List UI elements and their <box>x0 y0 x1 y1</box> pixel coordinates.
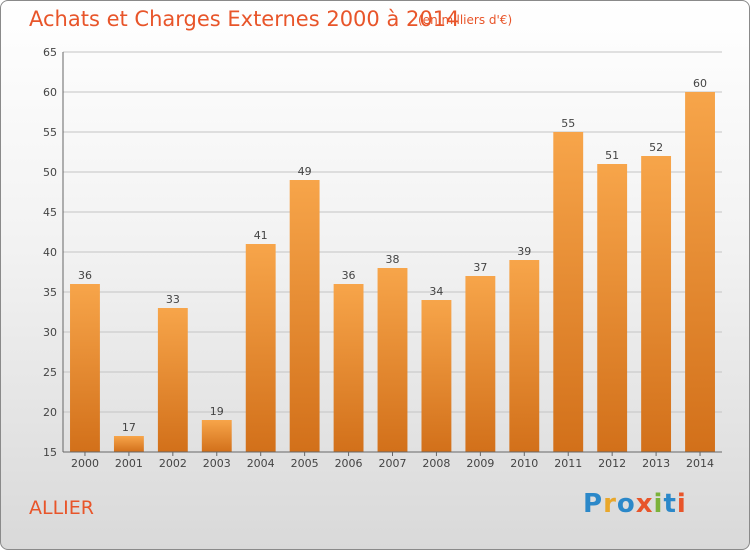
x-tick-label-2011: 2011 <box>554 457 582 470</box>
x-tick-label-2001: 2001 <box>115 457 143 470</box>
value-label-2003: 19 <box>210 405 224 418</box>
chart-title: Achats et Charges Externes 2000 à 2014 <box>29 7 460 31</box>
bar-2010 <box>509 260 540 452</box>
bar-2002 <box>157 308 188 452</box>
value-label-2007: 38 <box>386 253 400 266</box>
bar-2005 <box>289 180 320 452</box>
bar-2001 <box>113 436 144 452</box>
bar-2007 <box>377 268 408 452</box>
y-tick-label: 60 <box>43 86 57 99</box>
y-tick-label: 40 <box>43 246 57 259</box>
x-tick-label-2010: 2010 <box>510 457 538 470</box>
x-tick-label-2006: 2006 <box>335 457 363 470</box>
x-tick-label-2012: 2012 <box>598 457 626 470</box>
bar-2003 <box>201 420 232 452</box>
y-tick-label: 55 <box>43 126 57 139</box>
value-label-2006: 36 <box>342 269 356 282</box>
value-label-2004: 41 <box>254 229 268 242</box>
x-tick-label-2013: 2013 <box>642 457 670 470</box>
value-label-2014: 60 <box>693 77 707 90</box>
bar-2011 <box>553 132 584 452</box>
value-label-2008: 34 <box>429 285 443 298</box>
bar-2000 <box>70 284 100 452</box>
bar-2009 <box>465 276 496 452</box>
axes: 15 20 25 30 35 40 45 50 55 60 65 2000 2001 2002 2003 20… <box>43 46 722 470</box>
bar-2014 <box>685 92 715 452</box>
x-tick-label-2000: 2000 <box>71 457 99 470</box>
bar-2013 <box>641 156 672 452</box>
y-tick-label: 50 <box>43 166 57 179</box>
bar-2004 <box>245 244 276 452</box>
value-label-2005: 49 <box>298 165 312 178</box>
x-tick-label-2014: 2014 <box>686 457 714 470</box>
y-tick-label: 15 <box>43 446 57 459</box>
bars: 36 17 33 19 41 49 36 38 34 37 39 55 51 52 60 <box>70 77 715 452</box>
x-tick-label-2007: 2007 <box>379 457 407 470</box>
x-tick-label-2009: 2009 <box>466 457 494 470</box>
chart-subtitle: (en milliers d'€) <box>418 13 513 27</box>
y-tick-label: 20 <box>43 406 57 419</box>
value-label-2013: 52 <box>649 141 663 154</box>
y-tick-label: 35 <box>43 286 57 299</box>
x-tick-label-2005: 2005 <box>291 457 319 470</box>
y-tick-label: 30 <box>43 326 57 339</box>
value-label-2002: 33 <box>166 293 180 306</box>
x-tick-label-2002: 2002 <box>159 457 187 470</box>
region-label: ALLIER <box>29 497 94 519</box>
y-tick-label: 65 <box>43 46 57 59</box>
value-label-2000: 36 <box>78 269 92 282</box>
bar-2008 <box>421 300 452 452</box>
proxiti-logo: Proxiti <box>583 489 687 519</box>
bar-2006 <box>333 284 364 452</box>
x-tick-label-2004: 2004 <box>247 457 275 470</box>
x-tick-label-2003: 2003 <box>203 457 231 470</box>
value-label-2010: 39 <box>517 245 531 258</box>
bar-2012 <box>597 164 628 452</box>
value-label-2001: 17 <box>122 421 136 434</box>
value-label-2009: 37 <box>473 261 487 274</box>
y-tick-label: 45 <box>43 206 57 219</box>
y-tick-label: 25 <box>43 366 57 379</box>
value-label-2011: 55 <box>561 117 575 130</box>
value-label-2012: 51 <box>605 149 619 162</box>
x-tick-label-2008: 2008 <box>422 457 450 470</box>
